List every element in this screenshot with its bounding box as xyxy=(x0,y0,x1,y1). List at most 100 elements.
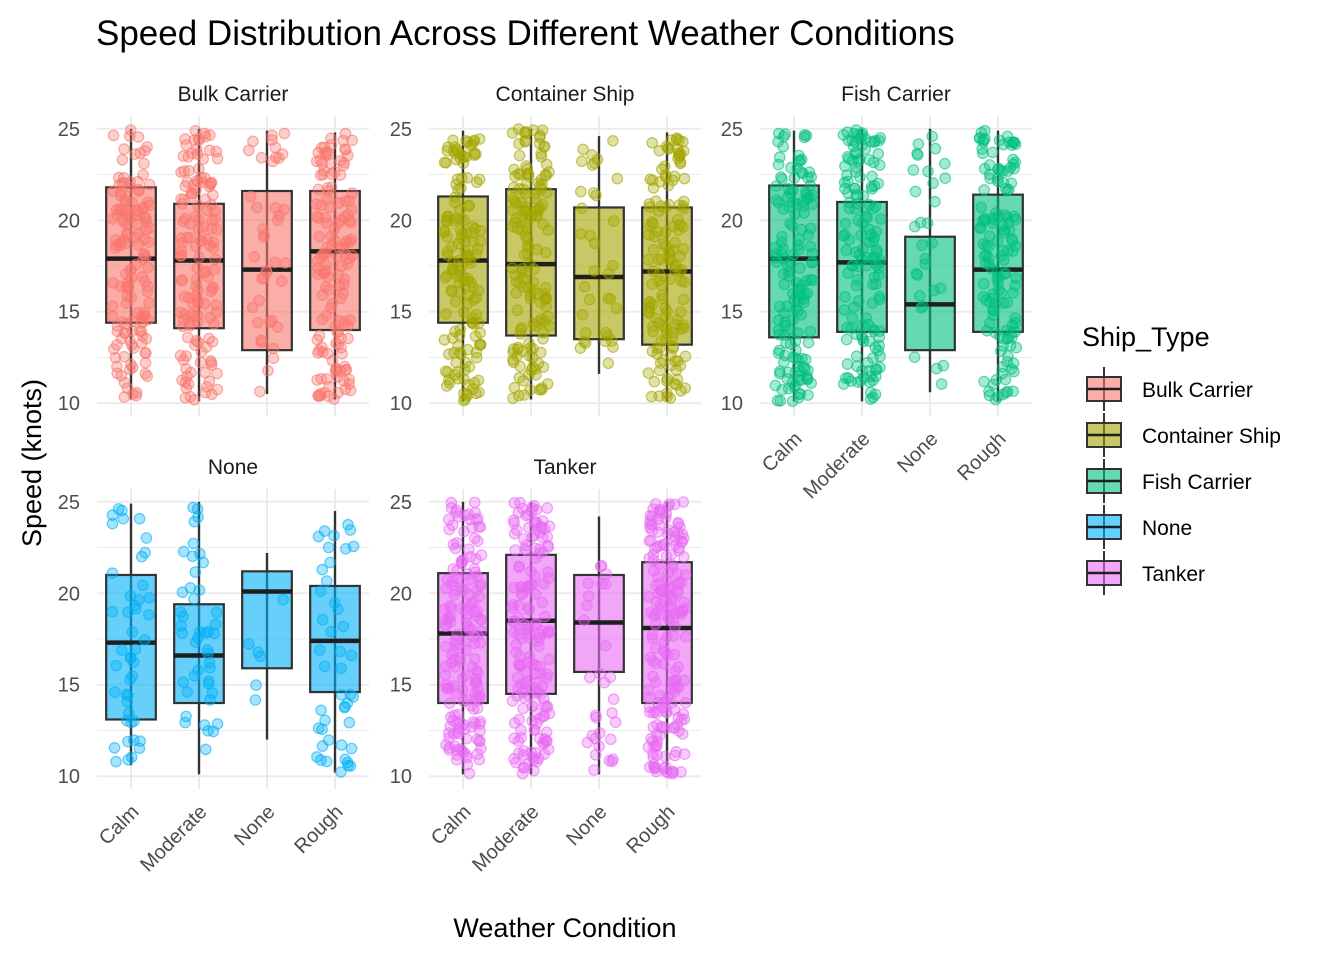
data-point xyxy=(122,606,134,618)
data-point xyxy=(527,318,540,330)
data-point xyxy=(347,540,360,553)
data-point xyxy=(986,292,999,305)
data-point xyxy=(125,751,138,763)
data-point xyxy=(587,187,600,199)
data-point xyxy=(848,301,860,313)
data-point xyxy=(507,192,519,205)
data-point xyxy=(782,382,795,395)
data-point xyxy=(937,359,950,372)
data-point xyxy=(660,140,673,153)
data-point xyxy=(110,659,123,672)
data-point xyxy=(460,610,472,623)
x-tick-label: Moderate xyxy=(468,801,543,876)
data-point xyxy=(330,362,342,375)
data-point xyxy=(981,324,993,337)
data-point xyxy=(656,292,669,305)
data-point xyxy=(928,284,940,297)
data-point xyxy=(670,133,683,146)
data-point xyxy=(870,258,883,271)
data-point xyxy=(320,193,333,205)
data-point xyxy=(311,751,323,763)
data-point xyxy=(468,532,481,545)
data-point xyxy=(509,216,521,229)
data-point xyxy=(118,350,130,363)
data-point xyxy=(313,344,325,357)
data-point xyxy=(316,613,329,626)
data-point xyxy=(607,135,619,147)
data-point xyxy=(513,137,525,150)
box-fish-carrier-moderate xyxy=(836,124,888,405)
data-point xyxy=(536,178,548,191)
x-tick-label: Moderate xyxy=(136,801,211,876)
data-point xyxy=(1010,341,1023,354)
data-point xyxy=(332,217,345,229)
data-point xyxy=(190,636,202,648)
data-point xyxy=(313,230,326,243)
data-point xyxy=(506,601,519,614)
data-point xyxy=(652,253,665,266)
data-point xyxy=(209,253,222,266)
jitter-points xyxy=(438,496,488,780)
data-point xyxy=(278,203,290,216)
data-point xyxy=(842,175,854,188)
data-point xyxy=(190,240,202,252)
data-point xyxy=(345,649,358,662)
data-point xyxy=(520,177,533,189)
y-tick-label: 15 xyxy=(390,675,412,697)
data-point xyxy=(670,745,682,758)
data-point xyxy=(447,145,460,157)
y-tick-label: 15 xyxy=(58,675,80,697)
data-point xyxy=(607,341,619,353)
data-point xyxy=(648,375,661,388)
data-point xyxy=(527,276,540,288)
data-point xyxy=(583,671,596,684)
legend-label: Bulk Carrier xyxy=(1142,379,1253,402)
data-point xyxy=(782,266,795,278)
data-point xyxy=(250,201,263,214)
data-point xyxy=(462,275,475,287)
data-point xyxy=(204,662,216,674)
data-point xyxy=(998,254,1010,266)
data-point xyxy=(860,312,873,325)
data-point xyxy=(446,332,459,344)
data-point xyxy=(805,377,817,389)
data-point xyxy=(111,320,124,332)
jitter-points xyxy=(642,496,692,780)
data-point xyxy=(646,518,658,531)
data-point xyxy=(269,151,282,164)
data-point xyxy=(442,513,455,526)
data-point xyxy=(659,646,672,659)
data-point xyxy=(776,230,788,243)
data-point xyxy=(335,341,347,354)
x-tick-label: Calm xyxy=(427,801,476,850)
data-point xyxy=(989,393,1002,406)
data-point xyxy=(328,393,340,405)
data-point xyxy=(116,177,129,190)
data-point xyxy=(541,668,554,681)
data-point xyxy=(678,172,691,185)
data-point xyxy=(339,144,352,156)
data-point xyxy=(987,288,999,300)
data-point xyxy=(531,243,544,256)
data-point xyxy=(464,139,477,152)
data-point xyxy=(185,366,197,379)
data-point xyxy=(647,721,660,733)
data-point xyxy=(462,251,475,263)
data-point xyxy=(138,306,151,318)
data-point xyxy=(992,210,1005,223)
data-point xyxy=(841,358,854,370)
data-point xyxy=(675,275,688,287)
data-point xyxy=(869,388,882,401)
data-point xyxy=(137,579,149,592)
data-point xyxy=(533,660,546,673)
data-point xyxy=(460,645,472,657)
data-point xyxy=(646,137,658,149)
data-point xyxy=(804,179,816,192)
data-point xyxy=(467,703,480,715)
data-point xyxy=(661,390,673,403)
data-point xyxy=(114,186,127,199)
data-point xyxy=(454,224,467,236)
data-point xyxy=(188,393,201,406)
data-point xyxy=(526,715,538,727)
